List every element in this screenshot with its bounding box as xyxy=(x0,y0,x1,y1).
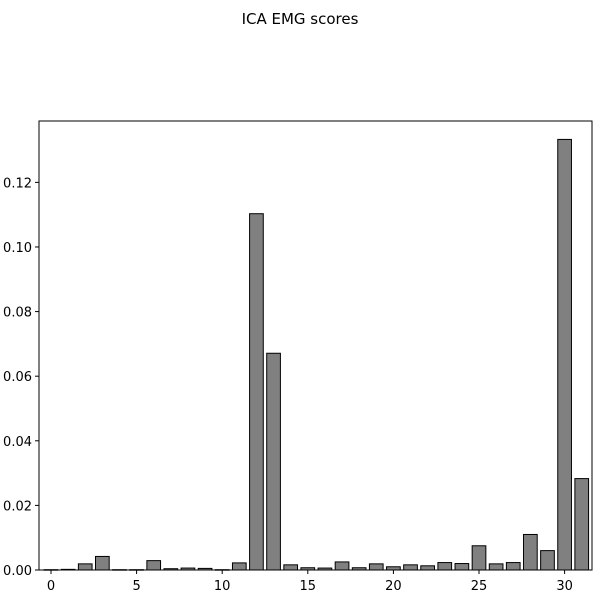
x-tick-label-0: 0 xyxy=(47,579,55,594)
x-tick-label-10: 10 xyxy=(214,579,231,594)
y-tick-label-0.08: 0.08 xyxy=(3,306,32,321)
bar-29 xyxy=(540,550,555,571)
bar-22 xyxy=(420,565,435,571)
bar-31 xyxy=(574,478,590,571)
bar-28 xyxy=(523,533,538,571)
x-axis: 0 5 10 15 20 25 30 xyxy=(47,570,573,594)
y-tick-label-0.02: 0.02 xyxy=(3,499,32,514)
bar-26 xyxy=(488,563,504,571)
bar-19 xyxy=(368,563,384,571)
y-tick-label-0.00: 0.00 xyxy=(3,564,32,579)
bars-group xyxy=(43,138,590,571)
y-tick-label-0.04: 0.04 xyxy=(3,435,32,450)
y-tick-label-0.12: 0.12 xyxy=(3,176,32,191)
bar-30 xyxy=(557,138,572,571)
bar-27 xyxy=(505,562,521,571)
x-tick-label-25: 25 xyxy=(471,579,488,594)
bar-6 xyxy=(146,560,162,571)
y-tick-label-0.10: 0.10 xyxy=(3,241,32,256)
bar-14 xyxy=(283,564,299,571)
bar-13 xyxy=(266,352,281,571)
x-tick-label-30: 30 xyxy=(556,579,573,594)
chart-title: ICA EMG scores xyxy=(242,10,359,28)
bar-12 xyxy=(249,213,264,571)
bar-3 xyxy=(94,555,110,571)
y-tick-label-0.06: 0.06 xyxy=(3,370,32,385)
bar-17 xyxy=(334,561,350,571)
y-axis: 0.00 0.02 0.04 0.06 0.08 0.10 0.12 xyxy=(3,176,39,579)
bar-24 xyxy=(454,563,470,571)
x-tick-label-5: 5 xyxy=(132,579,140,594)
x-tick-label-20: 20 xyxy=(385,579,402,594)
bar-21 xyxy=(403,564,418,571)
bar-25 xyxy=(471,545,487,571)
bar-2 xyxy=(77,563,93,571)
bar-11 xyxy=(231,562,247,571)
plot-frame xyxy=(38,120,593,571)
bar-23 xyxy=(437,562,453,571)
x-tick-label-15: 15 xyxy=(300,579,317,594)
